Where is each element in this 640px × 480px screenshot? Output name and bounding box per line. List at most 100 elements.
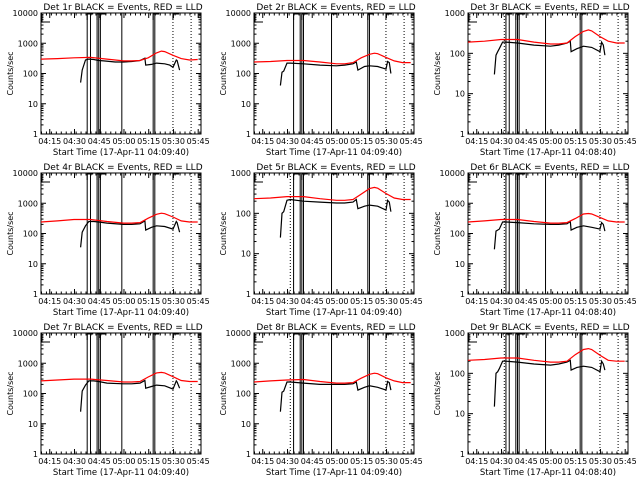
chart-title: Det 2r BLACK = Events, RED = LLD <box>256 3 415 13</box>
flag-F-marker <box>86 173 94 180</box>
y-axis-label: Counts/sec <box>6 211 15 255</box>
flag-F-marker <box>301 13 308 20</box>
y-tick-label: 1000 <box>231 39 251 48</box>
plot-frame <box>40 12 202 135</box>
flag-F-marker <box>293 173 300 180</box>
flag-F-marker <box>172 333 179 340</box>
x-tick-label: 05:30 <box>375 137 398 146</box>
y-tick-label: 100 <box>450 230 465 239</box>
x-axis-label: Start Time (17-Apr-11 04:09:40) <box>53 148 189 158</box>
y-tick-label: 1 <box>246 130 251 139</box>
chart-title: Det 9r BLACK = Events, RED = LLD <box>470 323 629 333</box>
chart-title: Det 7r BLACK = Events, RED = LLD <box>43 323 202 333</box>
chart-panel-7: Det 7r BLACK = Events, RED = LLD 1 10 100 10… <box>6 323 210 478</box>
y-tick-label: 1000 <box>445 9 465 18</box>
x-tick-label: 05:45 <box>187 457 210 466</box>
series-line-lld <box>253 186 411 201</box>
x-tick-label: 05:30 <box>589 137 612 146</box>
y-tick-label: 10000 <box>226 9 251 18</box>
y-axis-label: Counts/sec <box>433 51 442 95</box>
y-tick-label: 1 <box>33 450 38 459</box>
x-tick-label: 05:15 <box>137 297 160 306</box>
y-tick-label: 10 <box>241 100 251 109</box>
series-line-events <box>279 198 392 238</box>
flag-F-marker <box>385 173 392 180</box>
chart-title: Det 5r BLACK = Events, RED = LLD <box>256 163 415 173</box>
y-tick-label: 10 <box>455 90 465 99</box>
x-tick-label: 05:15 <box>350 457 373 466</box>
flag-F-marker <box>579 13 587 20</box>
x-tick-label: 05:00 <box>325 457 348 466</box>
flag-E-marker <box>254 14 263 23</box>
y-tick-label: 1000 <box>231 169 251 178</box>
y-tick-label: 1000 <box>231 359 251 368</box>
y-tick-label: 1000 <box>18 359 38 368</box>
y-tick-label: 10 <box>241 420 251 429</box>
x-axis-label: Start Time (17-Apr-11 04:09:40) <box>53 468 189 478</box>
x-tick-label: 05:15 <box>350 137 373 146</box>
flag-F-marker <box>86 13 94 20</box>
x-tick-label: 04:30 <box>490 297 513 306</box>
y-tick-label: 1 <box>246 290 251 299</box>
x-tick-label: 05:30 <box>162 297 185 306</box>
flag-F-marker <box>385 333 392 340</box>
x-tick-label: 04:30 <box>276 457 299 466</box>
x-tick-label: 04:30 <box>276 297 299 306</box>
flag-E-marker <box>254 174 263 183</box>
x-tick-label: 05:45 <box>400 457 423 466</box>
chart-panel-3: Det 3r BLACK = Events, RED = LLD 1 10 100 10… <box>433 3 637 158</box>
x-tick-label: 04:15 <box>465 137 488 146</box>
flag-F-marker <box>99 13 107 20</box>
x-axis-label: Start Time (17-Apr-11 04:09:40) <box>266 308 402 318</box>
chart-title: Det 1r BLACK = Events, RED = LLD <box>43 3 202 13</box>
flag-E-marker <box>41 14 50 23</box>
x-tick-label: 05:30 <box>375 457 398 466</box>
flag-F-marker <box>505 173 512 180</box>
flag-F-marker <box>518 13 526 20</box>
x-axis-label: Start Time (17-Apr-11 04:08:40) <box>480 468 616 478</box>
flag-F-marker <box>86 333 94 340</box>
x-tick-label: 04:45 <box>301 137 324 146</box>
x-axis-label: Start Time (17-Apr-11 04:09:40) <box>266 148 402 158</box>
chart-panel-2: Det 2r BLACK = Events, RED = LLD 1 10 100 10… <box>219 3 423 158</box>
flag-F-marker <box>99 173 107 180</box>
chart-title: Det 6r BLACK = Events, RED = LLD <box>470 163 629 173</box>
x-tick-label: 04:15 <box>251 137 274 146</box>
y-tick-label: 10000 <box>13 329 38 338</box>
x-tick-label: 05:45 <box>400 297 423 306</box>
y-tick-label: 100 <box>23 390 38 399</box>
x-tick-label: 05:30 <box>162 137 185 146</box>
y-tick-label: 1 <box>246 450 251 459</box>
flag-F-marker <box>579 333 587 340</box>
series-line-lld <box>40 50 198 62</box>
y-tick-label: 10000 <box>13 9 38 18</box>
y-tick-label: 10000 <box>13 169 38 178</box>
plot-frame <box>467 332 629 455</box>
flag-F-marker <box>99 333 107 340</box>
x-tick-label: 05:45 <box>187 137 210 146</box>
flag-F-marker <box>385 13 392 20</box>
x-tick-label: 04:15 <box>38 297 61 306</box>
x-tick-label: 05:00 <box>539 457 562 466</box>
x-tick-label: 04:45 <box>88 297 111 306</box>
x-tick-label: 04:45 <box>301 297 324 306</box>
flag-E-marker <box>254 334 263 343</box>
y-tick-label: 1000 <box>445 329 465 338</box>
x-tick-label: 04:15 <box>251 457 274 466</box>
flag-E-marker <box>468 334 477 343</box>
flag-E-marker <box>41 174 50 183</box>
x-tick-label: 04:15 <box>465 297 488 306</box>
series-line-events <box>279 380 392 412</box>
flag-F-marker <box>367 173 374 180</box>
x-tick-label: 04:15 <box>251 297 274 306</box>
series-line-events <box>493 40 606 75</box>
y-tick-label: 100 <box>236 70 251 79</box>
chart-title: Det 3r BLACK = Events, RED = LLD <box>470 3 629 13</box>
plot-frame <box>467 172 629 295</box>
series-line-lld <box>467 212 625 224</box>
y-tick-label: 100 <box>236 390 251 399</box>
y-tick-label: 10 <box>241 250 251 259</box>
y-tick-label: 1 <box>460 130 465 139</box>
x-tick-label: 04:15 <box>465 457 488 466</box>
x-tick-label: 05:15 <box>564 137 587 146</box>
